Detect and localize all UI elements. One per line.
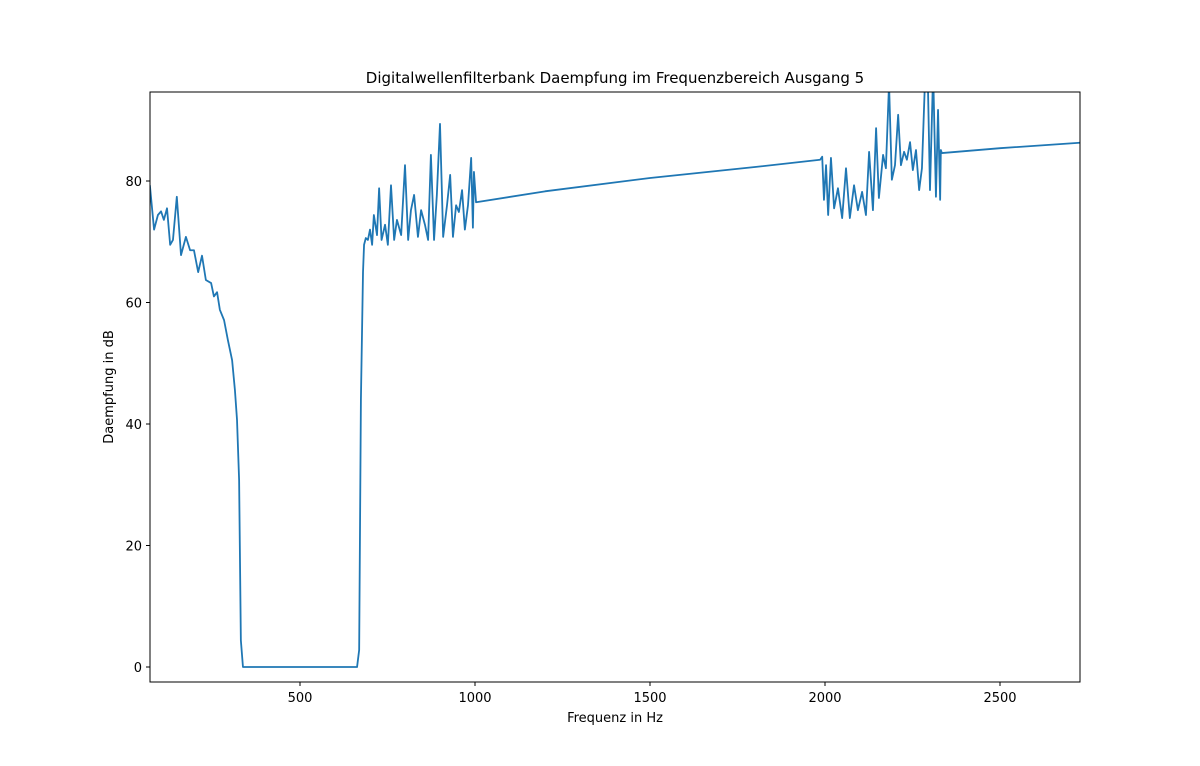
y-tick-label: 40 <box>125 418 142 433</box>
data-line <box>150 92 1080 668</box>
x-tick-label: 500 <box>288 691 313 706</box>
y-tick-label: 20 <box>125 539 142 554</box>
x-axis-label: Frequenz in Hz <box>567 711 663 726</box>
x-tick-label: 2000 <box>808 691 841 706</box>
x-tick-label: 2500 <box>983 691 1016 706</box>
y-tick-label: 80 <box>125 175 142 190</box>
y-axis-label: Daempfung in dB <box>102 330 117 443</box>
y-tick-label: 0 <box>134 661 142 676</box>
plot-frame <box>149 91 1081 683</box>
x-tick-label: 1000 <box>458 691 491 706</box>
y-tick-label: 60 <box>125 296 142 311</box>
x-tick-label: 1500 <box>633 691 666 706</box>
chart-title: Digitalwellenfilterbank Daempfung im Fre… <box>366 69 864 87</box>
